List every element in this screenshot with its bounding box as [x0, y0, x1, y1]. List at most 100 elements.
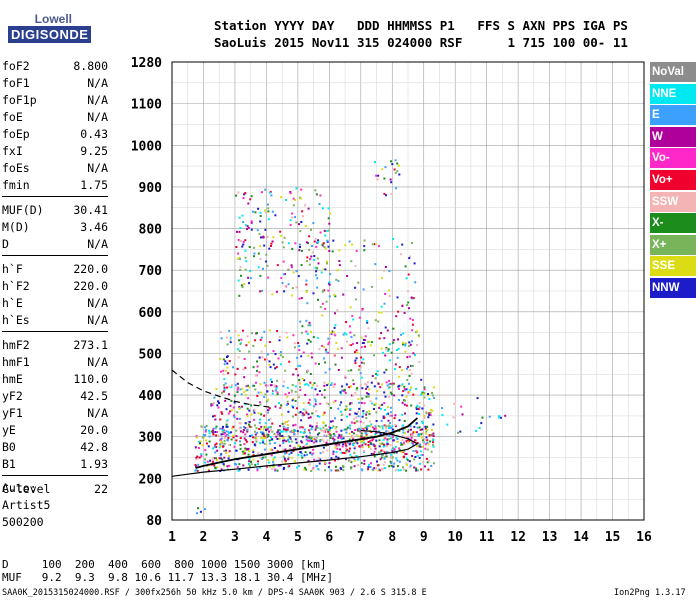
echo-point [200, 453, 203, 456]
echo-point [300, 355, 303, 358]
echo-point [339, 392, 342, 395]
echo-point [209, 459, 212, 462]
echo-point [311, 468, 314, 471]
chart-axes: 1 2 3 4 5 6 7 8 9 10 11 12 13 14 15 1680200300400500600… [131, 56, 652, 545]
echo-point [366, 425, 369, 428]
echo-point [352, 394, 355, 397]
echo-point [256, 463, 259, 466]
echo-point [408, 374, 411, 377]
echo-point [398, 173, 401, 176]
echo-point [388, 295, 391, 298]
echo-point [377, 451, 380, 454]
echo-point [215, 434, 218, 437]
echo-point [265, 411, 268, 414]
echo-point [343, 428, 346, 431]
echo-point [235, 194, 237, 197]
echo-point [225, 449, 227, 452]
echo-point [220, 370, 223, 373]
echo-point [243, 283, 246, 286]
echo-point [253, 255, 255, 258]
echo-point [398, 388, 400, 390]
echo-point [277, 429, 280, 432]
echo-point [321, 344, 324, 347]
echo-point [423, 416, 426, 419]
echo-point [328, 250, 331, 252]
echo-point [284, 462, 287, 465]
echo-point [428, 459, 430, 462]
echo-point [227, 434, 230, 437]
echo-point [268, 408, 270, 411]
param-row: fmin 1.75 [2, 177, 108, 194]
param-value: 30.41 [73, 203, 108, 217]
echo-point [362, 288, 365, 291]
echo-point [364, 443, 367, 446]
echo-point [342, 469, 345, 472]
echo-point [365, 433, 368, 436]
echo-point [271, 210, 274, 213]
echo-point [396, 245, 399, 248]
echo-point [325, 348, 327, 351]
echo-point [283, 290, 286, 293]
echo-point [276, 379, 279, 382]
echo-point [250, 463, 253, 466]
echo-point [385, 368, 388, 371]
param-name: D [2, 237, 9, 251]
echo-point [246, 413, 248, 416]
echo-point [201, 436, 204, 439]
echo-point [275, 387, 278, 390]
param-value: N/A [87, 161, 108, 175]
echo-point [348, 438, 351, 441]
param-row: h`F2 220.0 [2, 278, 108, 295]
echo-point [403, 388, 406, 391]
echo-point [406, 356, 409, 359]
echo-point [299, 431, 302, 434]
echo-point [441, 414, 444, 416]
echo-point [239, 444, 242, 446]
echo-point [339, 391, 342, 394]
echo-point [252, 436, 254, 439]
echo-point [410, 434, 413, 437]
echo-point [250, 220, 253, 223]
echo-point [313, 240, 316, 243]
echo-point [298, 379, 301, 381]
echo-point [401, 394, 404, 397]
echo-point [305, 371, 308, 374]
echo-point [334, 427, 337, 430]
echo-point [266, 400, 269, 403]
echo-point [422, 422, 424, 425]
echo-point [317, 262, 320, 265]
echo-point [201, 426, 204, 429]
echo-point [263, 434, 266, 437]
echo-point [414, 281, 417, 284]
echo-point [240, 393, 243, 396]
echo-point [299, 411, 302, 413]
echo-point [369, 466, 372, 468]
param-row: yE 20.0 [2, 422, 108, 439]
echo-point [335, 430, 338, 433]
param-name: hmF2 [2, 338, 30, 352]
param-name: yF1 [2, 406, 23, 420]
echo-point [342, 389, 345, 392]
echo-point [315, 439, 318, 442]
echo-point [268, 439, 271, 442]
echo-point [312, 336, 315, 339]
echo-point [244, 447, 247, 450]
echo-point [417, 408, 420, 411]
echo-point [288, 360, 291, 363]
digisonde-logo: Lowell DIGISONDE [8, 8, 92, 52]
echo-point [359, 429, 362, 431]
echo-point [345, 383, 348, 386]
echo-point [499, 416, 502, 419]
echo-point [294, 438, 297, 441]
echo-point [260, 236, 262, 239]
echo-point [313, 382, 316, 385]
echo-point [296, 466, 299, 469]
echo-point [392, 339, 395, 342]
echo-point [367, 393, 370, 396]
echo-point [315, 266, 318, 269]
echo-point [224, 435, 227, 438]
echo-point [285, 331, 288, 334]
echo-point [346, 448, 349, 451]
echo-point [312, 448, 315, 451]
echo-point [426, 425, 429, 428]
